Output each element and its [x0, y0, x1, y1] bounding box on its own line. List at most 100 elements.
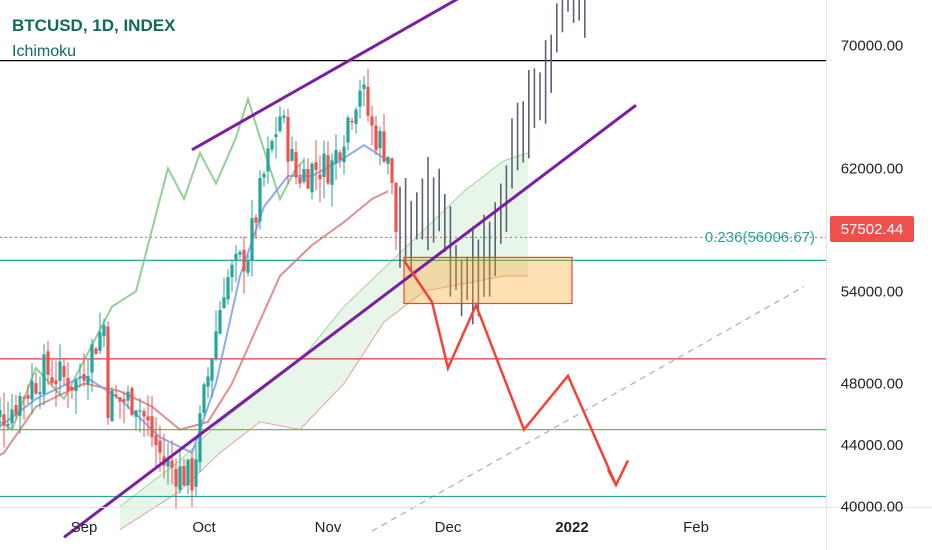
candle-bull[interactable]: [74, 380, 78, 392]
candle-bull[interactable]: [346, 117, 350, 143]
projection-path[interactable]: [402, 259, 618, 486]
candle-bear[interactable]: [82, 374, 86, 381]
candle-bear[interactable]: [50, 377, 54, 383]
candle-bear[interactable]: [326, 155, 330, 184]
candle-bear[interactable]: [94, 348, 98, 355]
candle-bull[interactable]: [290, 149, 294, 161]
candle-bull[interactable]: [258, 178, 262, 222]
candle-bear[interactable]: [338, 152, 342, 160]
candle-bear[interactable]: [286, 116, 290, 162]
candle-bull[interactable]: [218, 310, 222, 334]
chart-legend[interactable]: BTCUSD, 1D, INDEX Ichimoku: [12, 16, 175, 62]
candle-bear[interactable]: [374, 125, 378, 151]
time-axis[interactable]: Sep Oct Nov Dec 2022 Feb: [71, 519, 709, 536]
candle-bear[interactable]: [14, 405, 18, 415]
candle-bull[interactable]: [234, 253, 238, 261]
candle-bear[interactable]: [26, 395, 30, 399]
candle-bull[interactable]: [134, 410, 138, 417]
candle-bull[interactable]: [90, 344, 94, 373]
candle-bull[interactable]: [138, 410, 142, 412]
candle-bear[interactable]: [182, 466, 186, 486]
candle-bull[interactable]: [330, 160, 334, 185]
candle-bull[interactable]: [226, 277, 230, 300]
candle-bull[interactable]: [342, 146, 346, 163]
candle-bear[interactable]: [146, 416, 150, 421]
candle-bull[interactable]: [102, 325, 106, 337]
candle-bear[interactable]: [158, 440, 162, 453]
candle-bull[interactable]: [322, 153, 326, 177]
candle-bull[interactable]: [354, 109, 358, 124]
candle-bull[interactable]: [210, 359, 214, 381]
candle-bear[interactable]: [390, 158, 394, 183]
candle-bear[interactable]: [62, 366, 66, 377]
candle-bear[interactable]: [350, 120, 354, 123]
candle-bear[interactable]: [130, 388, 134, 415]
candle-bull[interactable]: [362, 84, 366, 89]
candle-bull[interactable]: [310, 163, 314, 193]
candle-bull[interactable]: [278, 116, 282, 131]
candle-bear[interactable]: [70, 386, 74, 391]
candle-bull[interactable]: [58, 361, 62, 381]
candle-bear[interactable]: [66, 377, 70, 391]
candle-bear[interactable]: [190, 458, 194, 491]
candle-bull[interactable]: [126, 391, 130, 401]
candle-bull[interactable]: [214, 331, 218, 359]
candle-bull[interactable]: [238, 251, 242, 255]
candle-bear[interactable]: [118, 397, 122, 402]
candle-bear[interactable]: [394, 182, 398, 232]
candle-bear[interactable]: [242, 249, 246, 272]
candle-bull[interactable]: [262, 173, 266, 178]
candle-bull[interactable]: [202, 384, 206, 413]
plot-area[interactable]: [0, 0, 826, 539]
candle-bear[interactable]: [54, 380, 58, 385]
candle-bear[interactable]: [154, 435, 158, 445]
candle-bear[interactable]: [314, 162, 318, 171]
candle-bear[interactable]: [170, 460, 174, 468]
candle-bull[interactable]: [230, 264, 234, 278]
candle-bull[interactable]: [78, 376, 82, 378]
candle-bear[interactable]: [122, 399, 126, 402]
candle-bull[interactable]: [110, 390, 114, 422]
candle-bull[interactable]: [386, 156, 390, 164]
candle-bear[interactable]: [34, 383, 38, 394]
candle-bear[interactable]: [298, 177, 302, 184]
candle-bull[interactable]: [302, 168, 306, 182]
candle-bull[interactable]: [334, 150, 338, 164]
candle-bear[interactable]: [370, 116, 374, 126]
candle-bull[interactable]: [246, 261, 250, 273]
candle-bear[interactable]: [2, 414, 6, 426]
candle-bear[interactable]: [106, 326, 110, 418]
indicator-name[interactable]: Ichimoku: [12, 43, 77, 60]
candle-bear[interactable]: [318, 174, 322, 180]
candle-bull[interactable]: [222, 297, 226, 308]
candle-bear[interactable]: [46, 351, 50, 375]
candle-bull[interactable]: [198, 413, 202, 463]
candle-bull[interactable]: [274, 134, 278, 138]
candle-bull[interactable]: [206, 376, 210, 387]
candle-bull[interactable]: [358, 90, 362, 107]
candle-bear[interactable]: [366, 86, 370, 116]
candle-bull[interactable]: [186, 459, 190, 486]
price-axis[interactable]: 80000.0070000.0062000.0054000.0048000.00…: [841, 0, 904, 516]
candle-bull[interactable]: [250, 218, 254, 260]
candle-bear[interactable]: [174, 469, 178, 487]
candle-bull[interactable]: [282, 115, 286, 118]
candle-bull[interactable]: [166, 460, 170, 467]
candle-bull[interactable]: [30, 380, 34, 400]
demand-zone-box[interactable]: [403, 256, 573, 305]
candle-bear[interactable]: [254, 217, 258, 223]
candle-bull[interactable]: [378, 131, 382, 149]
candle-bull[interactable]: [98, 332, 102, 351]
candle-bull[interactable]: [270, 141, 274, 150]
candle-bull[interactable]: [42, 354, 46, 394]
candle-bear[interactable]: [382, 131, 386, 162]
candle-bull[interactable]: [10, 409, 14, 424]
symbol-title[interactable]: BTCUSD, 1D, INDEX: [12, 16, 176, 35]
candle-bear[interactable]: [114, 394, 118, 397]
candle-bull[interactable]: [194, 459, 198, 487]
candle-bear[interactable]: [306, 169, 310, 189]
trend-channel-line[interactable]: [191, 0, 636, 152]
candle-bear[interactable]: [294, 152, 298, 178]
candle-bear[interactable]: [150, 416, 154, 438]
